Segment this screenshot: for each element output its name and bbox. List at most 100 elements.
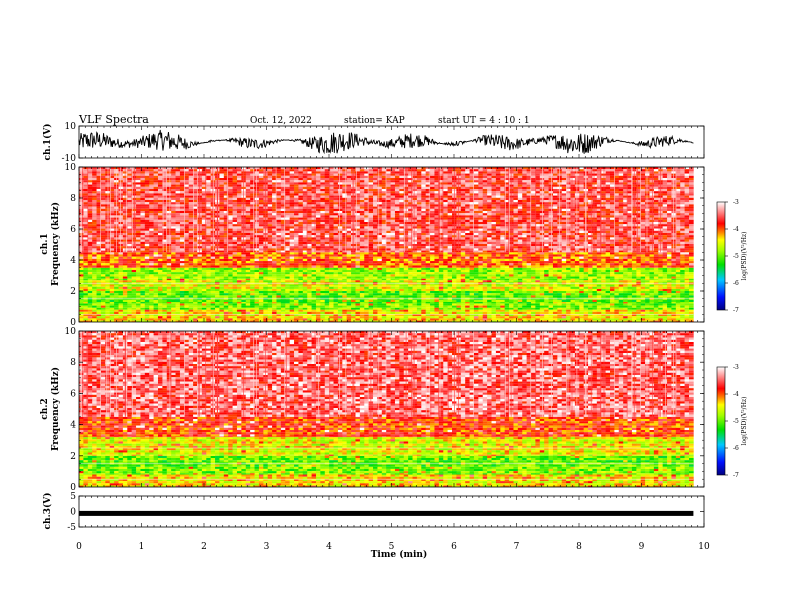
ch1-spectrogram-cell: [509, 268, 514, 270]
ch1-spectrogram-cell: [619, 252, 624, 254]
ch1-spectrogram-cell: [369, 300, 374, 302]
ch1-spectrogram-cell: [241, 312, 246, 314]
ch1-spectrogram-cell: [619, 277, 624, 279]
ch1-spectrogram-cell: [211, 274, 216, 276]
ch1-spectrogram-cell: [500, 287, 505, 289]
ch1-spectrogram-cell: [430, 268, 435, 270]
ch1-spectrogram-cell: [360, 257, 365, 259]
ch1-spectrogram-cell: [518, 318, 523, 320]
ch1-spectrogram-cell: [509, 257, 514, 259]
ch1-spectrogram-cell: [347, 295, 352, 297]
ch1-spectrogram-cell: [167, 280, 172, 282]
ch1-spectrogram-cell: [158, 261, 163, 263]
ch1-spectrogram-cell: [338, 303, 343, 305]
ch1-spectrogram-cell: [259, 310, 264, 312]
ch1-spectrogram-cell: [167, 293, 172, 295]
ch1-spectrogram-cell: [342, 263, 347, 265]
ch1-spectrogram-cell: [176, 254, 181, 256]
ch1-spectrogram-cell: [535, 254, 540, 256]
ch1-spectrogram-cell: [202, 279, 207, 280]
ch1-spectrogram-cell: [465, 310, 470, 312]
ch1-spectrogram-cell: [483, 280, 488, 282]
ch1-spectrogram-cell: [452, 268, 457, 270]
ch1-spectrogram-cell: [241, 316, 246, 318]
ch1-spectrogram-cell: [307, 277, 312, 279]
ch1-spectrogram-cell: [606, 306, 611, 308]
ch1-spectrogram-cell: [320, 274, 325, 276]
ch1-spectrogram-cell: [592, 318, 597, 320]
ch1-spectrogram-cell: [237, 257, 242, 259]
ch1-spectrogram-cell: [119, 263, 124, 265]
ch1-spectrogram-cell: [417, 295, 422, 297]
ch1-spectrogram-cell: [413, 274, 418, 276]
ch1-spectrogram-cell: [92, 265, 97, 267]
ch1-spectrogram-cell: [101, 310, 106, 312]
ch1-spectrogram-cell: [228, 308, 233, 310]
ch1-spectrogram-cell: [500, 293, 505, 295]
ch1-spectrogram-cell: [636, 277, 641, 279]
ch1-spectrogram-cell: [492, 308, 497, 310]
ch1-spectrogram-cell: [180, 270, 185, 272]
ch1-spectrogram-cell: [465, 265, 470, 267]
ch1-spectrogram-cell: [167, 289, 172, 291]
ch1-spectrogram-cell: [575, 257, 580, 259]
ch1-spectrogram-cell: [92, 310, 97, 312]
ch1-spectrogram-cell: [272, 293, 277, 295]
ch1-spectrogram-cell: [342, 257, 347, 259]
ch1-spectrogram-cell: [219, 263, 224, 265]
ch1-spectrogram-cell: [636, 272, 641, 274]
ch1-spectrogram-cell: [215, 272, 220, 274]
ch1-spectrogram-cell: [285, 303, 290, 305]
ch1-spectrogram-cell: [342, 268, 347, 270]
ch1-spectrogram-cell: [562, 280, 567, 282]
ch1-spectrogram-cell: [233, 312, 238, 314]
ch1-spectrogram-cell: [413, 300, 418, 302]
ch1-spectrogram-cell: [83, 316, 88, 318]
ch1-spectrogram-cell: [145, 312, 150, 314]
ch1-spectrogram-cell: [553, 300, 558, 302]
ch1-spectrogram-cell: [334, 300, 339, 302]
ch1-spectrogram-cell: [145, 268, 150, 270]
ch1-spectrogram-cell: [386, 274, 391, 276]
ch1-spectrogram-cell: [509, 293, 514, 295]
ch1-spectrogram-cell: [312, 306, 317, 308]
ch1-spectrogram-cell: [110, 303, 115, 305]
ch1-spectrogram-cell: [544, 280, 549, 282]
ch1-spectrogram-cell: [654, 287, 659, 289]
ch1-spectrogram-cell: [303, 303, 308, 305]
ch1-spectrogram-cell: [285, 310, 290, 312]
ch1-spectrogram-cell: [413, 272, 418, 274]
ch1-spectrogram-cell: [417, 312, 422, 314]
ch1-spectrogram-cell: [325, 287, 330, 289]
ch1-spectrogram-cell: [259, 285, 264, 287]
ch1-spectrogram-cell: [114, 274, 119, 276]
ch1-spectrogram-cell: [320, 270, 325, 272]
ch1-spectrogram-cell: [443, 252, 448, 254]
ch1-spectrogram-cell: [478, 306, 483, 308]
ch1-spectrogram-cell: [342, 274, 347, 276]
ch1-spectrogram-cell: [369, 287, 374, 289]
ch1-spectrogram-cell: [162, 303, 167, 305]
ch1-spectrogram-cell: [132, 279, 137, 280]
ch1-spectrogram-cell: [527, 308, 532, 310]
ch1-spectrogram-cell: [119, 285, 124, 287]
ch1-spectrogram-cell: [237, 293, 242, 295]
ch1-spectrogram-cell: [505, 279, 510, 280]
ch1-spectrogram-cell: [329, 263, 334, 265]
ch1-spectrogram-cell: [434, 289, 439, 291]
ch1-spectrogram-cell: [162, 287, 167, 289]
ch1-spectrogram-cell: [399, 263, 404, 265]
ch1-spectrogram-cell: [119, 303, 124, 305]
ch1-spectrogram-cell: [443, 316, 448, 318]
ch1-spectrogram-cell: [579, 277, 584, 279]
ch1-spectrogram-cell: [312, 293, 317, 295]
ch1-spectrogram-cell: [461, 306, 466, 308]
ch1-spectrogram-cell: [614, 287, 619, 289]
ch1-spectrogram-cell: [272, 308, 277, 310]
ch1-spectrogram-cell: [404, 254, 409, 256]
ch1-spectrogram-cell: [399, 316, 404, 318]
ch1-spectrogram-cell: [470, 279, 475, 280]
ch1-spectrogram-cell: [395, 268, 400, 270]
ch1-spectrogram-cell: [140, 308, 145, 310]
ch1-spectrogram-cell: [145, 306, 150, 308]
